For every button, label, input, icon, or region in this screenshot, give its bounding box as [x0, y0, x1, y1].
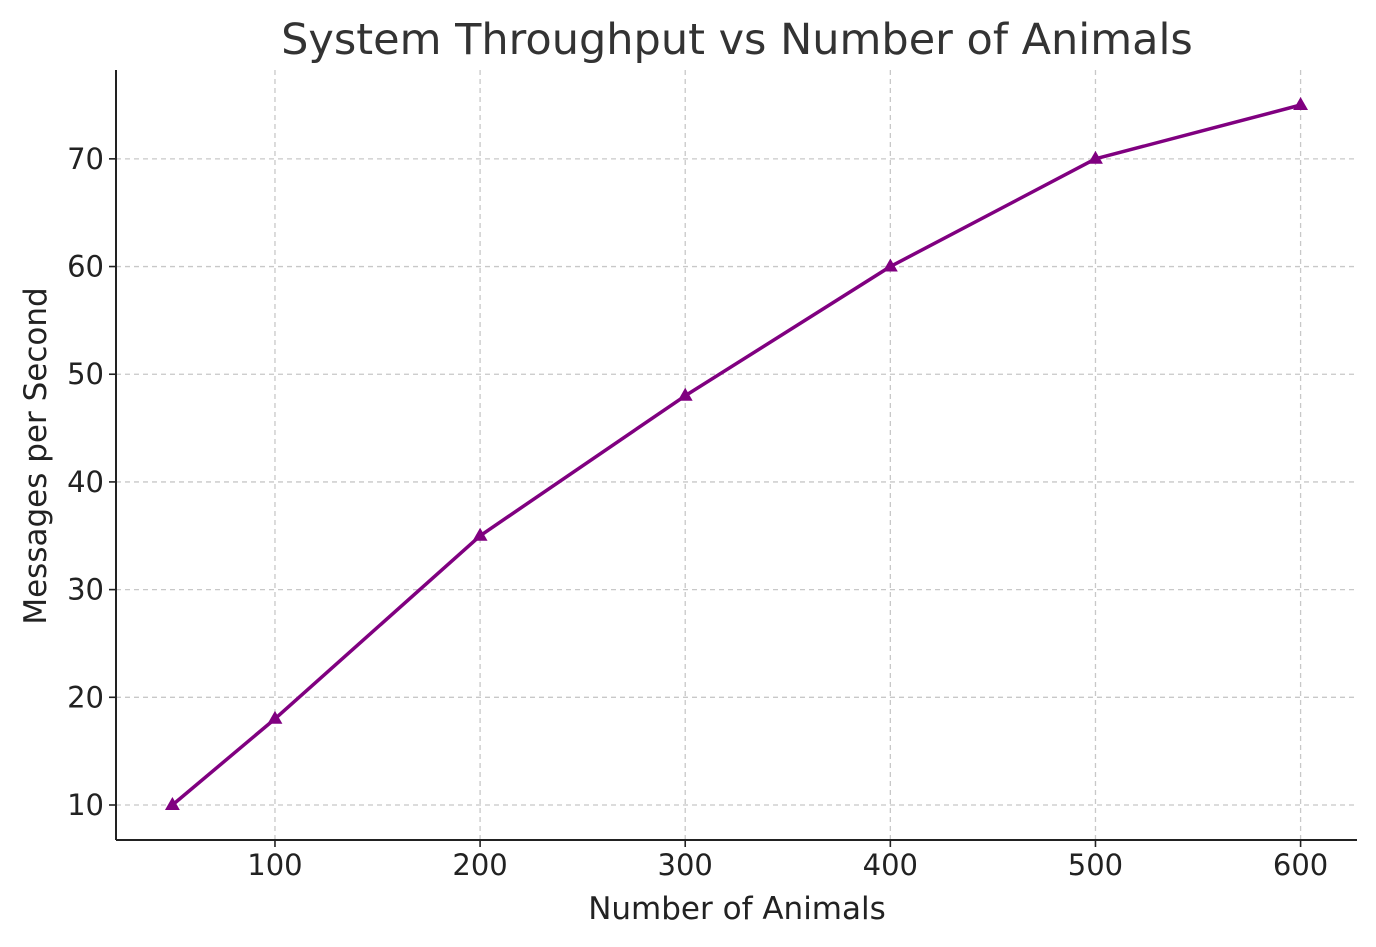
y-tick-label: 60 — [67, 250, 104, 284]
data-point-marker — [164, 797, 180, 810]
data-point-marker — [267, 710, 283, 724]
x-axis-label: Number of Animals — [588, 891, 886, 927]
data-point-marker — [1293, 97, 1309, 110]
y-tick-label: 70 — [67, 142, 104, 176]
x-tick-label: 200 — [452, 848, 507, 882]
x-tick-label: 500 — [1068, 848, 1123, 882]
data-point-marker — [472, 527, 488, 541]
y-axis-label: Messages per Second — [18, 287, 54, 624]
y-tick-label: 30 — [67, 573, 104, 607]
y-tick-label: 10 — [67, 788, 104, 822]
y-tick-label: 50 — [67, 357, 104, 391]
axis-ticks: 100 200 300 400 500 600 10 20 30 40 50 60 70 — [67, 142, 1328, 882]
chart-title: System Throughput vs Number of Animals — [281, 15, 1193, 65]
data-point-marker — [677, 387, 693, 401]
y-tick-label: 20 — [67, 680, 104, 714]
x-tick-label: 600 — [1273, 848, 1328, 882]
x-tick-label: 400 — [863, 848, 918, 882]
x-tick-label: 300 — [658, 848, 713, 882]
x-tick-label: 100 — [247, 848, 302, 882]
grid-lines — [116, 70, 1357, 840]
series-line — [171, 103, 1302, 807]
series-group — [164, 97, 1309, 810]
y-tick-label: 40 — [67, 465, 104, 499]
data-point-marker — [882, 258, 898, 272]
data-point-marker — [1088, 150, 1103, 164]
